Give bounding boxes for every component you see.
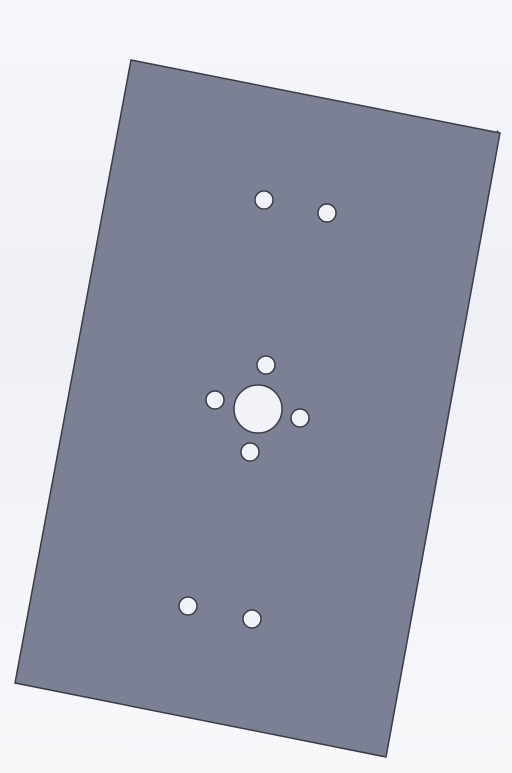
hole-top-right bbox=[317, 203, 337, 223]
hole-bottom-left bbox=[178, 596, 198, 616]
hole-motor-shaft bbox=[233, 384, 283, 434]
plate-holes bbox=[178, 190, 337, 629]
hole-bottom-right bbox=[242, 609, 262, 629]
hole-motor-bottom bbox=[240, 442, 260, 462]
hole-top-left bbox=[254, 190, 274, 210]
hole-motor-right bbox=[290, 408, 310, 428]
hole-motor-top bbox=[256, 355, 276, 375]
hole-motor-left bbox=[205, 390, 225, 410]
